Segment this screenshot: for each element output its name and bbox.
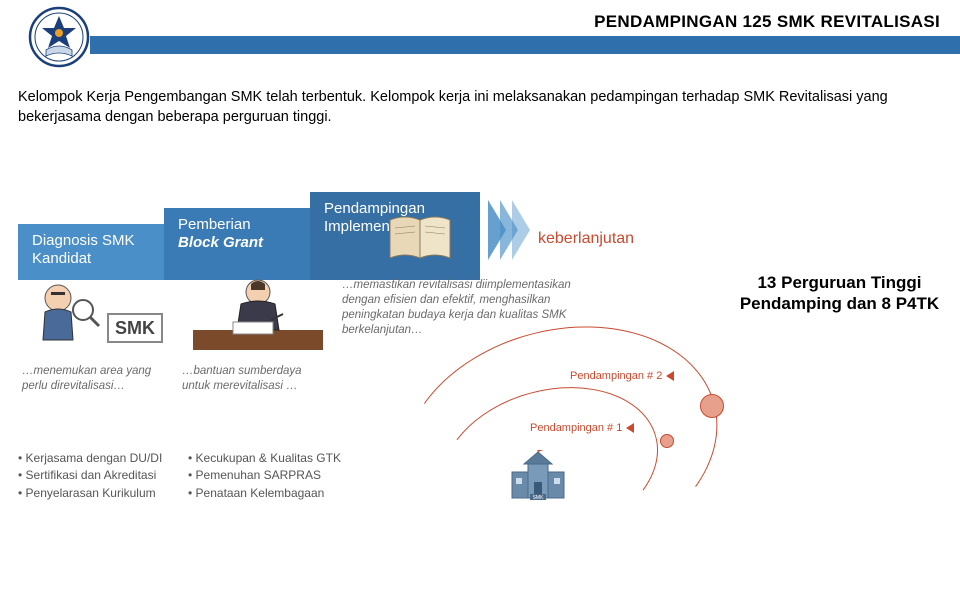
col1-desc: …menemukan area yang perlu direvitalisas… [18, 360, 178, 394]
bullet-item: Kerjasama dengan DU/DI [18, 450, 188, 467]
svg-text:SMK: SMK [115, 318, 155, 338]
chevron-icon [512, 200, 530, 260]
result-summary: 13 Perguruan Tinggi Pendamping dan 8 P4T… [737, 272, 942, 315]
bullet-item: Pemenuhan SARPRAS [188, 467, 358, 484]
col2-desc: …bantuan sumberdaya untuk merevitalisasi… [178, 360, 338, 394]
book-icon [380, 210, 470, 270]
illus-signing [178, 270, 338, 360]
column-diagnosis: SMK …menemukan area yang perlu direvital… [18, 270, 178, 394]
orbit-dot [660, 434, 674, 448]
step2-line1: Pemberian [178, 216, 263, 234]
bullet-lists: Kerjasama dengan DU/DI Sertifikasi dan A… [18, 450, 358, 502]
final-label: keberlanjutan [538, 230, 634, 248]
bullet-item: Kecukupan & Kualitas GTK [188, 450, 358, 467]
page-title: PENDAMPINGAN 125 SMK REVITALISASI [594, 12, 940, 31]
header: PENDAMPINGAN 125 SMK REVITALISASI [0, 0, 960, 70]
title-bar: PENDAMPINGAN 125 SMK REVITALISASI [90, 12, 960, 32]
step1-line2: Kandidat [32, 250, 135, 268]
header-accent-bar [90, 36, 960, 54]
bullet-item: Penataan Kelembagaan [188, 485, 358, 502]
illus-inspector: SMK [18, 270, 178, 360]
bullet-item: Sertifikasi dan Akreditasi [18, 467, 188, 484]
intro-paragraph: Kelompok Kerja Pengembangan SMK telah te… [18, 88, 930, 127]
step2-line2: Block Grant [178, 234, 263, 252]
bullet-list-1: Kerjasama dengan DU/DI Sertifikasi dan A… [18, 450, 188, 502]
process-steps: Diagnosis SMK Kandidat Pemberian Block G… [18, 170, 738, 280]
triangle-icon [626, 423, 634, 433]
logo-emblem [28, 6, 90, 68]
label-pendampingan-1: Pendampingan # 1 [530, 422, 634, 434]
pendampingan-diagram: Pendampingan # 2 Pendampingan # 1 SMK [340, 340, 740, 500]
svg-text:SMK: SMK [533, 495, 545, 500]
column-grant: …bantuan sumberdaya untuk merevitalisasi… [178, 270, 338, 394]
label-pendampingan-2: Pendampingan # 2 [570, 370, 674, 382]
chevron-group [488, 200, 524, 260]
school-icon: SMK [508, 450, 568, 500]
bullet-list-2: Kecukupan & Kualitas GTK Pemenuhan SARPR… [188, 450, 358, 502]
bullet-item: Penyelarasan Kurikulum [18, 485, 188, 502]
triangle-icon [666, 371, 674, 381]
orbit-dot [700, 394, 724, 418]
step1-line1: Diagnosis SMK [32, 232, 135, 250]
